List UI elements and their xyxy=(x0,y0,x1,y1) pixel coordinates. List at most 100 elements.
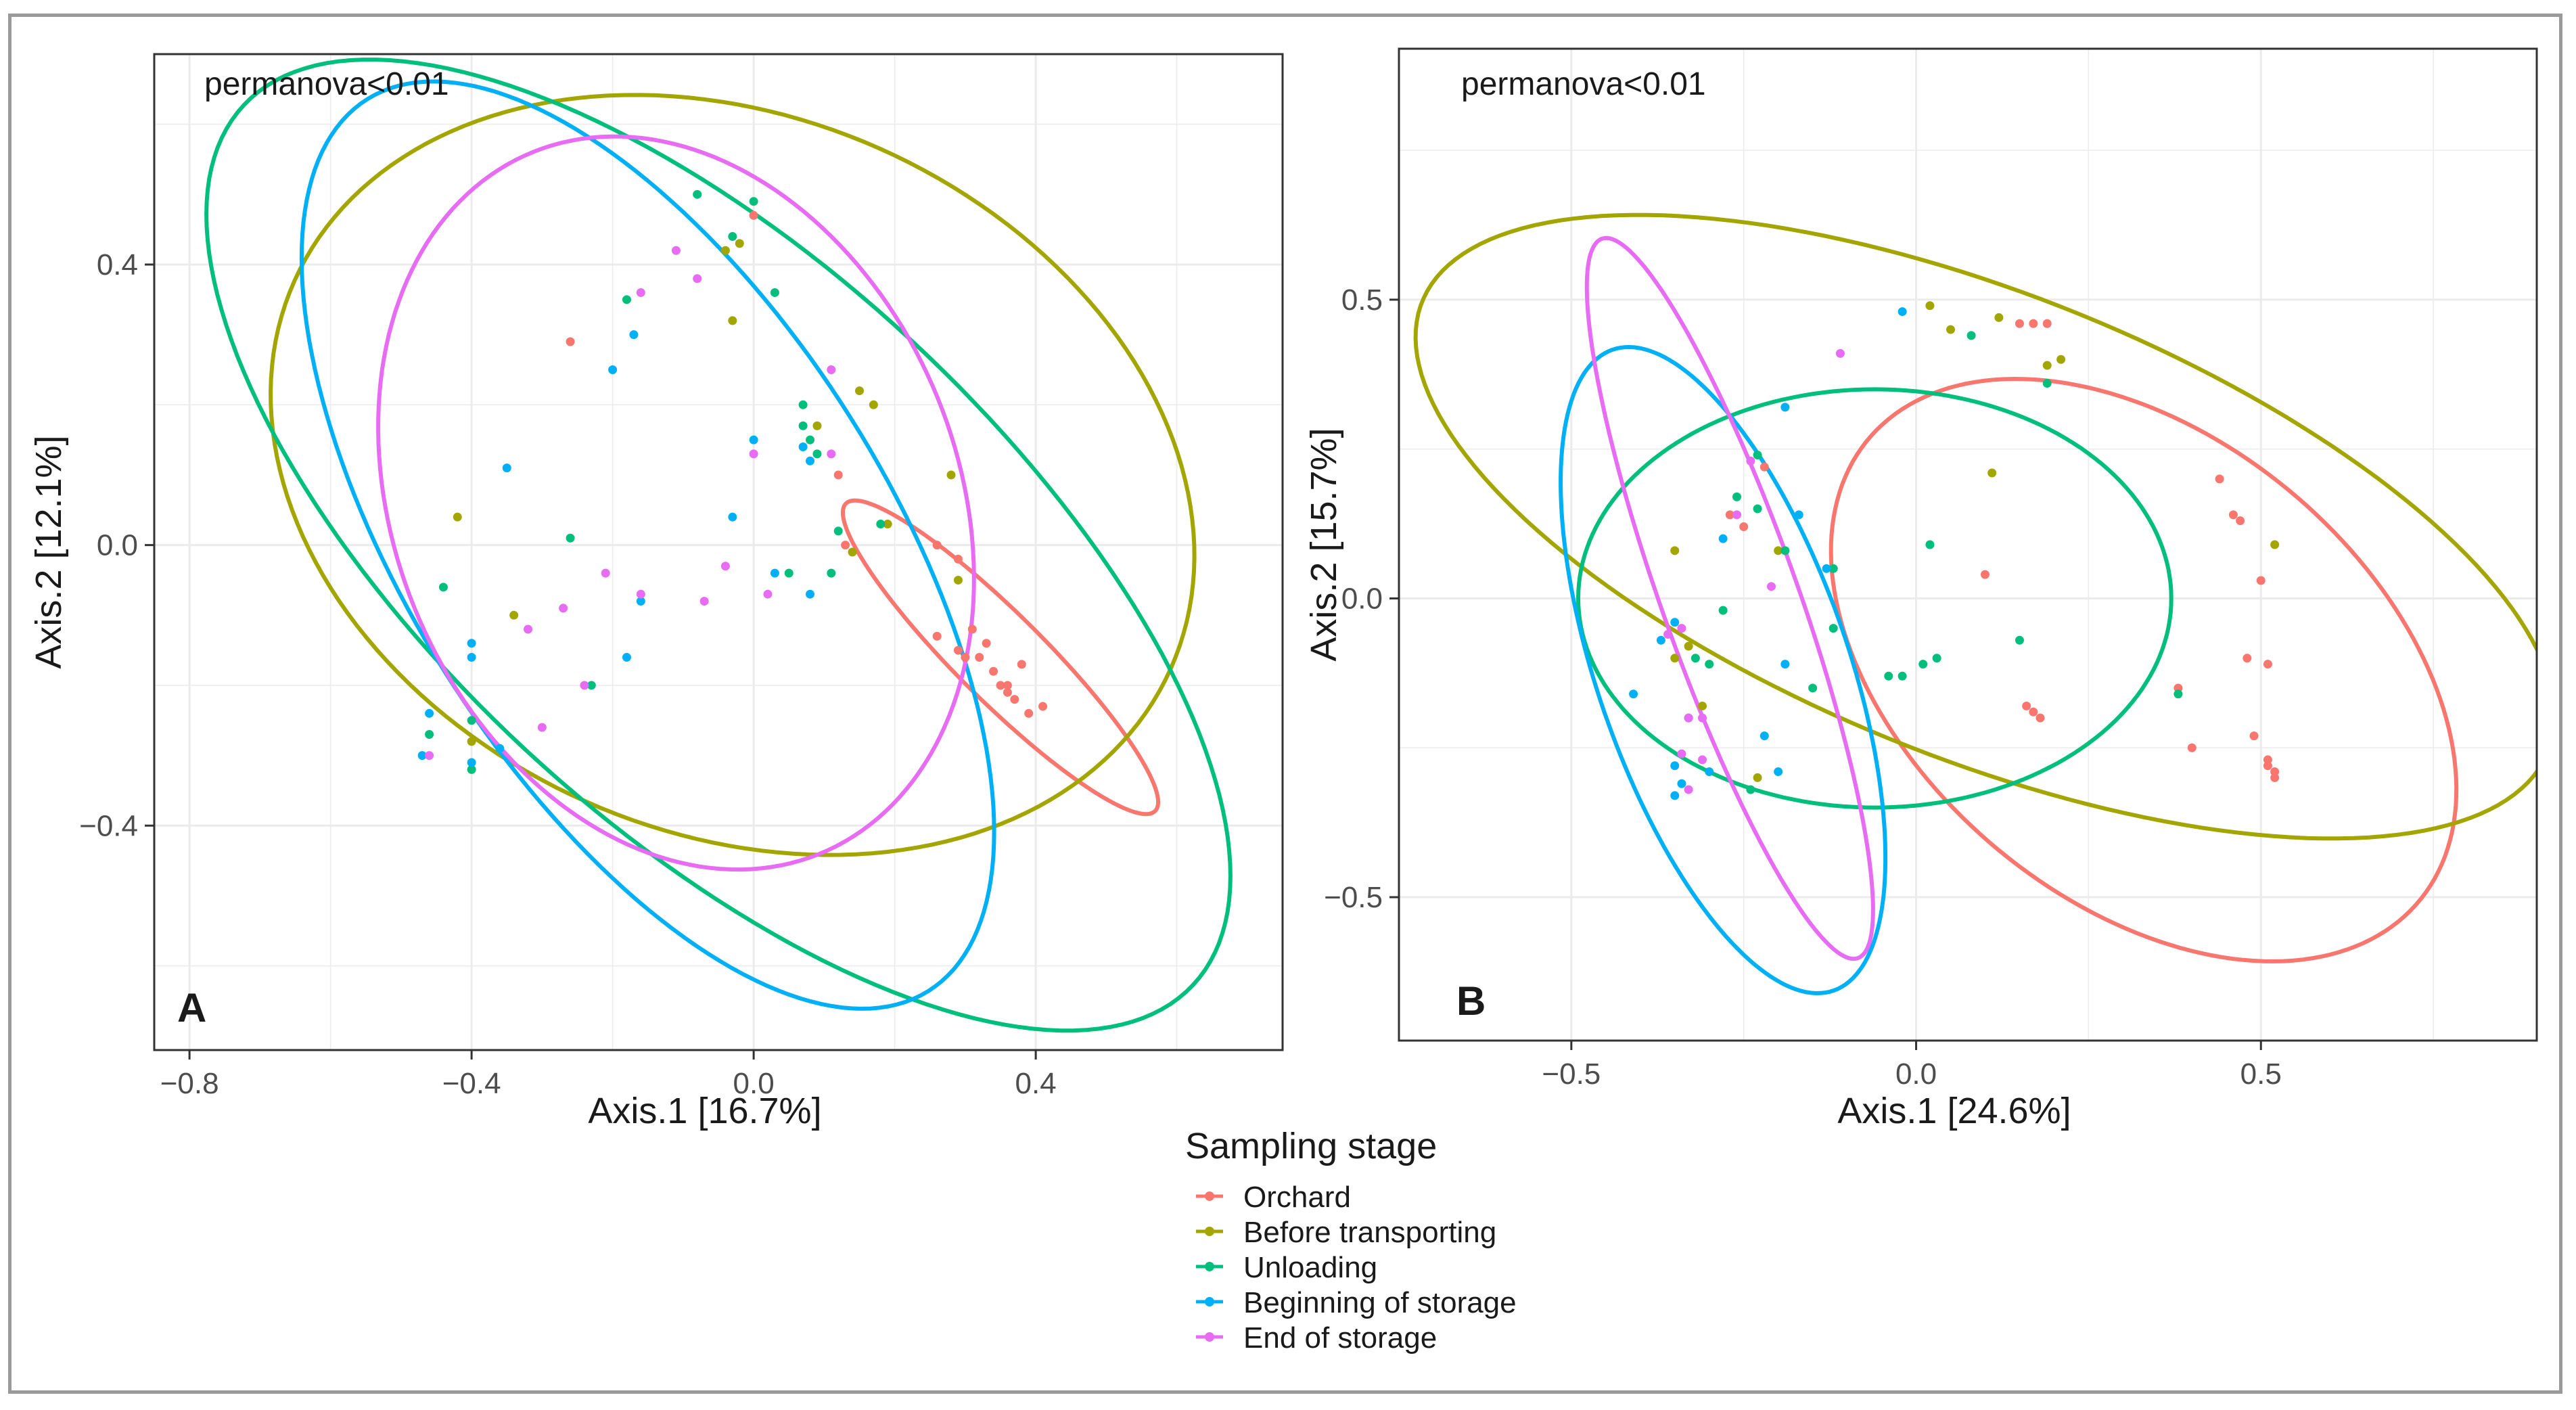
plot-area xyxy=(1413,212,2537,996)
point-orchard xyxy=(2022,701,2031,710)
point-orchard xyxy=(2015,319,2024,328)
point-before-transporting xyxy=(946,470,956,480)
point-before-transporting xyxy=(1994,313,2004,322)
point-unloading xyxy=(798,400,808,409)
point-beginning-of-storage xyxy=(770,568,779,578)
point-beginning-of-storage xyxy=(749,435,758,445)
point-end-of-storage xyxy=(1677,624,1686,633)
ellipse-end-of-storage xyxy=(1584,235,1875,961)
point-unloading xyxy=(438,583,448,592)
point-orchard xyxy=(749,210,758,220)
point-beginning-of-storage xyxy=(1794,510,1803,520)
point-beginning-of-storage xyxy=(608,365,618,374)
point-orchard xyxy=(2215,474,2224,484)
point-unloading xyxy=(425,730,434,740)
point-before-transporting xyxy=(1670,546,1680,555)
legend-label: End of storage xyxy=(1243,1321,1437,1355)
point-end-of-storage xyxy=(763,589,773,599)
point-unloading xyxy=(1753,451,1762,460)
point-beginning-of-storage xyxy=(1705,767,1714,777)
point-unloading xyxy=(1884,671,1893,681)
point-end-of-storage xyxy=(1746,456,1755,465)
point-before-transporting xyxy=(953,575,963,585)
point-beginning-of-storage xyxy=(806,589,815,599)
point-end-of-storage xyxy=(524,624,533,634)
point-unloading xyxy=(1967,331,1976,340)
point-beginning-of-storage xyxy=(1670,761,1680,771)
point-orchard xyxy=(982,639,991,648)
point-orchard xyxy=(932,631,942,641)
point-orchard xyxy=(2256,576,2266,585)
point-end-of-storage xyxy=(693,274,702,283)
plot-border xyxy=(1398,47,2538,1042)
point-orchard xyxy=(1725,510,1734,520)
point-orchard xyxy=(975,652,984,662)
point-end-of-storage xyxy=(1698,755,1707,765)
point-before-transporting xyxy=(812,421,822,430)
point-before-transporting xyxy=(1774,546,1783,555)
x-tick-label: 0.0 xyxy=(1895,1058,1937,1091)
ellipse-before-transporting xyxy=(1413,212,2537,841)
point-before-transporting xyxy=(855,386,864,396)
point-orchard xyxy=(2029,707,2038,717)
point-beginning-of-storage xyxy=(622,652,631,662)
point-before-transporting xyxy=(869,400,878,409)
point-before-transporting xyxy=(1684,641,1693,651)
legend-key-point xyxy=(1205,1191,1214,1201)
point-before-transporting xyxy=(1987,468,1997,478)
point-beginning-of-storage xyxy=(1670,791,1680,800)
point-orchard xyxy=(1980,570,1990,579)
point-unloading xyxy=(2042,379,2052,388)
point-end-of-storage xyxy=(699,597,709,606)
point-end-of-storage xyxy=(425,751,434,760)
point-unloading xyxy=(1780,546,1790,555)
point-beginning-of-storage xyxy=(1822,564,1831,573)
point-unloading xyxy=(1932,654,1941,663)
point-unloading xyxy=(827,568,836,578)
point-orchard xyxy=(989,666,998,676)
point-unloading xyxy=(1828,564,1838,573)
point-unloading xyxy=(467,716,476,725)
x-tick-label: −0.4 xyxy=(442,1067,501,1100)
permanova-annotation: permanova<0.01 xyxy=(1461,66,1706,102)
point-before-transporting xyxy=(1946,325,1956,334)
x-axis-title: Axis.1 [24.6%] xyxy=(1837,1091,2071,1131)
point-orchard xyxy=(1003,681,1012,690)
point-before-transporting xyxy=(1698,701,1707,710)
point-beginning-of-storage xyxy=(495,744,505,753)
x-tick-label: 0.4 xyxy=(1015,1067,1057,1100)
y-tick-label: 0.0 xyxy=(97,529,138,562)
point-beginning-of-storage xyxy=(1677,779,1686,788)
point-beginning-of-storage xyxy=(1780,660,1790,669)
point-orchard xyxy=(1017,660,1026,669)
point-unloading xyxy=(2015,635,2024,645)
point-end-of-storage xyxy=(1835,348,1845,358)
point-unloading xyxy=(1746,785,1755,794)
point-before-transporting xyxy=(467,737,476,746)
point-beginning-of-storage xyxy=(636,597,645,606)
point-unloading xyxy=(467,765,476,774)
legend-label: Orchard xyxy=(1243,1181,1351,1214)
point-orchard xyxy=(932,541,942,550)
point-end-of-storage xyxy=(827,365,836,374)
ellipse-unloading xyxy=(204,58,1233,1033)
point-unloading xyxy=(2174,689,2183,699)
point-beginning-of-storage xyxy=(417,751,427,760)
point-before-transporting xyxy=(720,246,730,255)
panel-letter: B xyxy=(1456,978,1486,1024)
point-beginning-of-storage xyxy=(728,512,737,522)
panel-b: −0.5 0.0 0.5 −0.5 0.0 0.5 Axis.1 [24.6%] Axis.2… xyxy=(1304,47,2538,1131)
point-end-of-storage xyxy=(671,246,681,255)
x-tick-label: −0.5 xyxy=(1542,1058,1601,1091)
point-unloading xyxy=(1918,660,1928,669)
point-orchard xyxy=(1739,522,1749,532)
x-tick-label: 0.0 xyxy=(733,1067,775,1100)
point-unloading xyxy=(833,526,843,536)
y-tick-label: −0.5 xyxy=(1324,881,1383,914)
point-unloading xyxy=(1828,624,1838,633)
plot-border xyxy=(153,53,1284,1051)
point-before-transporting xyxy=(1753,773,1762,782)
point-end-of-storage xyxy=(601,568,610,578)
point-beginning-of-storage xyxy=(1760,731,1769,741)
point-before-transporting xyxy=(509,610,519,620)
